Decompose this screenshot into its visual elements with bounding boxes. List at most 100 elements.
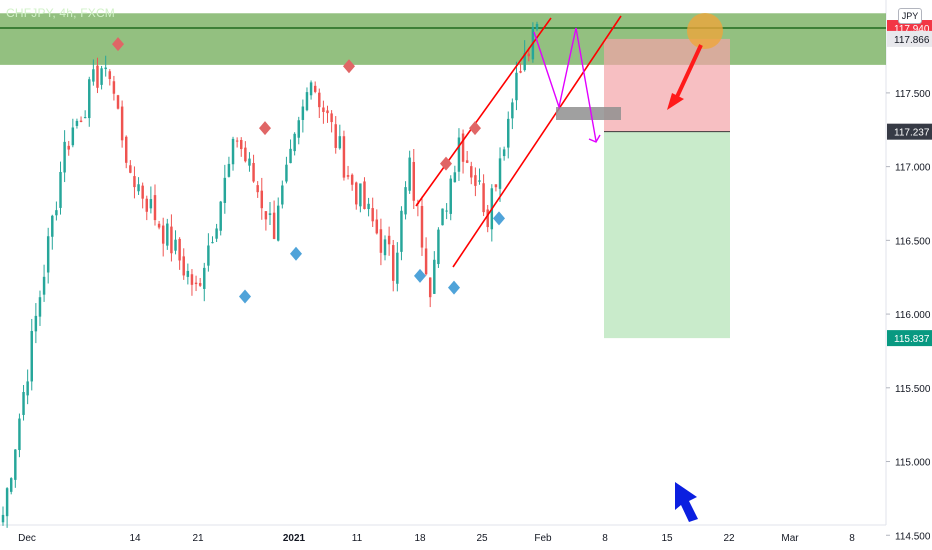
candle-body (515, 72, 518, 101)
candle-body (1, 514, 5, 523)
time-tick-label: 2021 (283, 533, 306, 544)
red-arrow-icon[interactable] (667, 93, 684, 110)
price-badge-label: 117.866 (894, 35, 930, 46)
candle-body (178, 238, 181, 261)
candle-body (133, 176, 136, 188)
pivot-high-marker (112, 37, 124, 52)
target-circle[interactable] (687, 13, 723, 49)
candle-body (215, 228, 218, 239)
candle-body (264, 211, 268, 220)
candle-body (186, 270, 190, 277)
candle-body (449, 178, 452, 214)
candle-body (161, 225, 165, 244)
candle-body (272, 212, 276, 239)
candle-body (482, 183, 485, 213)
candle-body (309, 82, 313, 96)
candle-body (79, 120, 83, 122)
price-axis-panel[interactable] (886, 0, 932, 550)
time-scale[interactable]: Dec 14 21 2021 11 18 25 Feb 8 15 22 Mar 8 (18, 533, 855, 544)
candle-body (318, 92, 321, 108)
candle-body (281, 185, 284, 205)
channel-lower-line[interactable] (452, 15, 622, 268)
candle-body (166, 223, 169, 246)
price-badge (887, 30, 932, 47)
time-tick-label: 14 (129, 533, 141, 544)
candle-body (9, 478, 13, 492)
candle-body (141, 185, 144, 199)
candle-body (437, 229, 440, 265)
candle-body (256, 185, 259, 193)
candle-body (219, 201, 222, 231)
candle-body (519, 71, 522, 73)
candle-body (494, 184, 498, 188)
price-tick-label: 117.500 (895, 89, 931, 100)
candle-body (190, 274, 194, 285)
candle-body (342, 136, 346, 178)
candle-body (474, 175, 477, 186)
forecast-path[interactable] (533, 27, 597, 142)
candle-body (100, 68, 103, 85)
candle-body (424, 248, 428, 275)
candle-body (391, 245, 395, 281)
candle-body (71, 127, 75, 146)
candle-body (322, 107, 325, 112)
candle-body (355, 182, 358, 205)
take-profit-zone[interactable] (604, 131, 730, 339)
candle-body (260, 190, 264, 209)
candle-body (198, 283, 202, 286)
price-tick-label: 117.000 (895, 163, 931, 174)
currency-label[interactable]: JPY (898, 8, 922, 24)
candle-body (22, 392, 25, 415)
candle-body (157, 223, 161, 228)
candle-body (83, 117, 87, 119)
candle-body (523, 53, 526, 71)
candle-body (26, 381, 29, 396)
candle-body (51, 215, 54, 237)
candle-body (5, 488, 9, 517)
candle-body (252, 162, 255, 182)
time-tick-label: 15 (661, 533, 673, 544)
price-badge-label: 117.237 (894, 128, 930, 139)
candle-body (46, 236, 50, 273)
candle-body (174, 239, 177, 251)
price-tick-label: 116.500 (895, 236, 931, 247)
candle-body (363, 181, 366, 210)
candle-body (203, 267, 206, 289)
candle-body (112, 81, 116, 94)
pivot-low-marker (414, 268, 426, 283)
time-tick-label: 11 (352, 533, 363, 544)
candle-body (371, 208, 374, 222)
candle-body (412, 161, 416, 201)
candle-body (441, 208, 444, 226)
candle-body (400, 210, 403, 252)
time-tick-label: Feb (534, 533, 552, 544)
pivot-high-marker (440, 156, 452, 171)
candle-body (486, 209, 489, 228)
candle-body (408, 157, 411, 191)
resistance-zone[interactable] (0, 13, 886, 65)
breakdown-box[interactable] (556, 107, 621, 120)
candle-body (350, 174, 354, 185)
candle-body (108, 71, 112, 80)
candle-body (120, 106, 124, 141)
price-badge (887, 123, 932, 140)
candle-body (124, 136, 128, 163)
stop-loss-zone[interactable] (604, 38, 730, 132)
channel-upper-line[interactable] (415, 17, 552, 207)
red-arrow-shaft (674, 44, 703, 100)
candle-body (326, 110, 329, 114)
candle-body (129, 165, 132, 173)
price-scale[interactable]: 117.500 117.000 116.500 116.000 115.500 115.0… (886, 89, 931, 542)
candle-body (248, 158, 251, 166)
pivot-high-marker (259, 121, 271, 136)
symbol-label[interactable]: CHFJPY, 4h, FXCM (6, 6, 116, 20)
time-tick-label: 25 (476, 533, 488, 544)
candle-body (498, 158, 502, 189)
candle-body (301, 106, 305, 120)
time-tick-label: 22 (723, 533, 735, 544)
candle-body (502, 149, 506, 157)
candle-body (182, 256, 185, 276)
candle-body (404, 187, 407, 215)
